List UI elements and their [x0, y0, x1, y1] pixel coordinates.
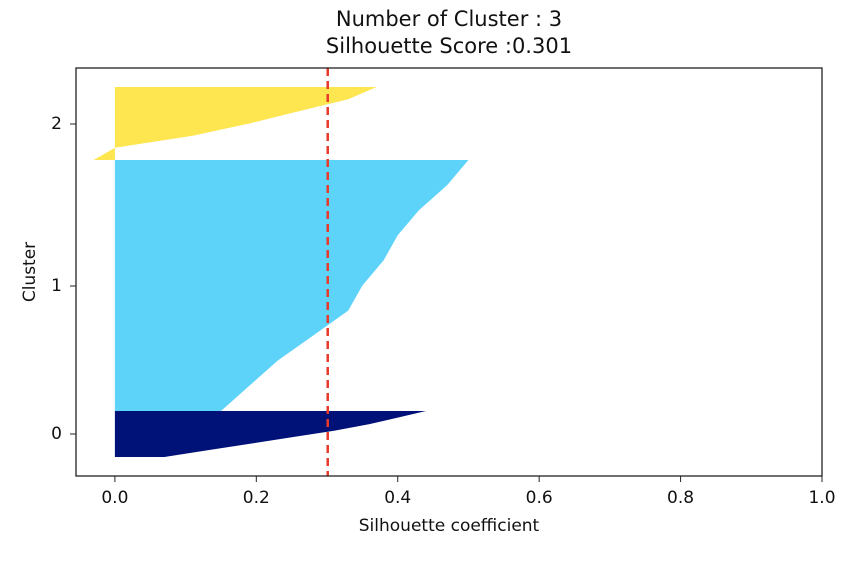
x-tick-label: 0.2	[243, 488, 270, 508]
y-tick-label: 2	[51, 114, 62, 134]
x-tick-label: 0.6	[526, 488, 553, 508]
plot-frame	[75, 67, 823, 477]
x-tick-label: 1.0	[808, 488, 835, 508]
cluster-silhouette	[93, 87, 377, 160]
cluster-silhouette	[114, 411, 427, 457]
x-tick-label: 0.4	[384, 488, 411, 508]
cluster-silhouette	[114, 160, 469, 411]
y-tick-label: 0	[51, 424, 62, 444]
chart-title: Number of Cluster : 3	[336, 7, 562, 31]
x-tick-label: 0.8	[667, 488, 694, 508]
x-tick-label: 0.0	[101, 488, 128, 508]
y-tick-label: 1	[51, 276, 62, 296]
chart-subtitle: Silhouette Score :0.301	[326, 34, 572, 58]
y-axis-label: Cluster	[20, 242, 40, 302]
x-axis-label: Silhouette coefficient	[359, 516, 540, 536]
